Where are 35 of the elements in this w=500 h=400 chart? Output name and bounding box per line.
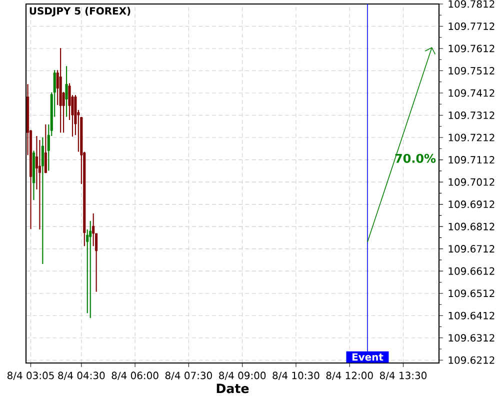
y-tick-label: 109.6712 xyxy=(448,245,494,253)
y-tick-label: 109.7112 xyxy=(448,156,494,164)
candlestick xyxy=(89,220,92,319)
x-tick-label: 8/4 03:05 xyxy=(7,372,54,380)
y-tick-label: 109.6912 xyxy=(448,200,494,208)
y-tick-label: 109.7512 xyxy=(448,67,494,75)
y-tick-label: 109.7712 xyxy=(448,22,494,30)
y-tick-label: 109.6312 xyxy=(448,334,494,342)
candlestick xyxy=(38,139,41,230)
x-tick-label: 8/4 10:30 xyxy=(272,372,320,380)
x-axis-title: Date xyxy=(216,384,249,394)
x-tick-label: 8/4 06:00 xyxy=(112,372,158,380)
x-tick-label: 8/4 04:30 xyxy=(58,372,105,380)
candlestick xyxy=(44,124,47,174)
candlestick xyxy=(65,66,68,118)
x-tick-label: 8/4 07:30 xyxy=(165,372,212,380)
y-tick-label: 109.6412 xyxy=(448,312,494,320)
x-tick-label: 8/4 09:00 xyxy=(219,372,266,380)
candlestick xyxy=(41,136,44,264)
y-tick-label: 109.7412 xyxy=(448,89,494,97)
y-tick-label: 109.7612 xyxy=(448,44,494,52)
chart-title: USDJPY 5 (FOREX) xyxy=(30,6,130,16)
y-tick-label: 109.6812 xyxy=(448,222,494,230)
y-tick-label: 109.7812 xyxy=(448,0,494,8)
y-tick-label: 109.7012 xyxy=(448,178,494,186)
candlestick xyxy=(92,212,95,247)
x-tick-label: 8/4 12:00 xyxy=(326,372,373,380)
x-tick-label: 8/4 13:30 xyxy=(380,372,427,380)
y-tick-label: 109.7212 xyxy=(448,134,494,142)
y-tick-label: 109.6212 xyxy=(448,356,494,364)
annotation: 70.0% xyxy=(395,154,436,163)
y-tick-label: 109.7312 xyxy=(448,112,494,120)
ref-line-label: Event xyxy=(352,353,384,361)
y-tick-label: 109.6512 xyxy=(448,290,494,298)
y-tick-label: 109.6612 xyxy=(448,267,494,275)
